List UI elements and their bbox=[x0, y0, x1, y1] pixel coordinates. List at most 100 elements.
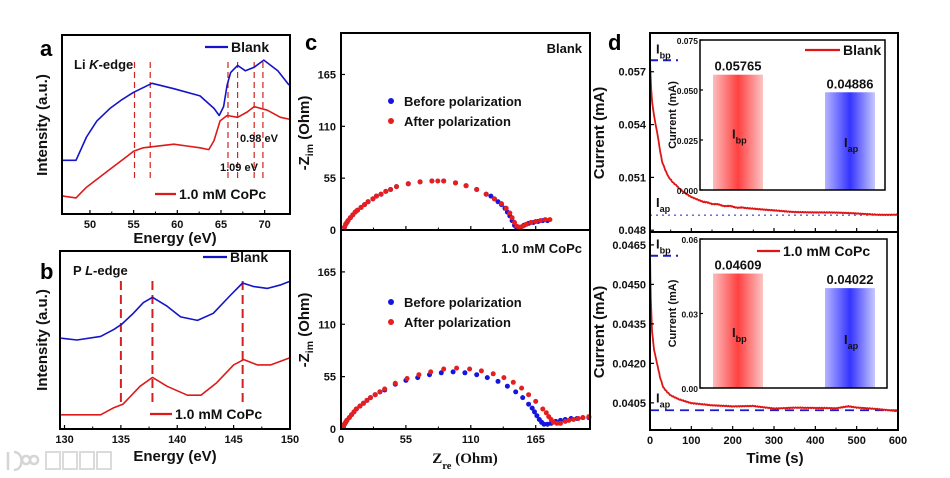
x-axis-title: Zre (Ohm) bbox=[432, 451, 497, 472]
x-tick-label: 140 bbox=[168, 434, 186, 446]
eis-point-after bbox=[429, 178, 435, 184]
eis-point-before bbox=[462, 370, 468, 376]
inset-y-axis-title: Current (mA) bbox=[667, 81, 679, 149]
eis-point-after bbox=[523, 221, 529, 227]
eis-point-after bbox=[372, 392, 378, 398]
bar-category-label-part: I bbox=[732, 126, 736, 141]
eis-point-after bbox=[510, 379, 516, 385]
bar-category-label-part: I bbox=[844, 135, 848, 150]
ibp-label-part: bp bbox=[660, 246, 672, 256]
bar-iap bbox=[825, 288, 875, 388]
legend-marker bbox=[388, 299, 394, 305]
eis-point-after bbox=[405, 181, 411, 187]
eis-point-after bbox=[435, 178, 441, 184]
y-tick-label: 0.06 bbox=[681, 235, 698, 245]
eis-point-after bbox=[571, 417, 576, 422]
eis-point-after bbox=[503, 205, 509, 211]
eis-point-after bbox=[519, 385, 525, 391]
eis-point-before bbox=[484, 375, 490, 381]
eis-point-after bbox=[491, 196, 497, 202]
eis-point-before bbox=[532, 409, 537, 415]
ibp-label-part: I bbox=[656, 237, 660, 252]
iap-label-part: ap bbox=[660, 204, 671, 214]
legend-label: After polarization bbox=[404, 114, 511, 129]
shift-annotation: 0.98 eV bbox=[240, 133, 279, 145]
x-tick-label: 55 bbox=[128, 219, 140, 231]
legend-marker bbox=[388, 98, 394, 104]
eis-point-after bbox=[365, 199, 371, 205]
bar-iap bbox=[825, 92, 875, 190]
y-axis-title: Intensity (a.u.) bbox=[34, 289, 51, 391]
legend-label: After polarization bbox=[404, 315, 511, 330]
eis-point-after bbox=[362, 202, 368, 208]
legend-blank: Blank bbox=[230, 249, 268, 265]
bar-value-label: 0.04886 bbox=[827, 76, 874, 91]
eis-point-after bbox=[441, 366, 447, 372]
y-axis-title-group: -Zim (Ohm) bbox=[296, 293, 316, 368]
panel-condition-label: Blank bbox=[547, 41, 583, 56]
x-tick-label: 130 bbox=[55, 434, 73, 446]
y-tick-label: 0 bbox=[330, 225, 336, 237]
eis-point-before bbox=[541, 421, 547, 427]
inset-y-axis-title-part: Current (mA) bbox=[667, 81, 679, 149]
edge-title-part: K bbox=[89, 57, 100, 72]
eis-point-after bbox=[353, 406, 359, 412]
edge-title-part: -edge bbox=[93, 263, 128, 278]
eis-point-after bbox=[417, 179, 423, 185]
y-tick-label: 110 bbox=[318, 121, 336, 133]
eis-point-after bbox=[512, 220, 517, 225]
y-axis-title-group: Current (mA) bbox=[591, 87, 608, 180]
bar-value-label: 0.04609 bbox=[715, 258, 762, 273]
eis-point-after bbox=[441, 178, 447, 184]
bar-category-label-part: ap bbox=[848, 341, 859, 351]
x-tick-label: 135 bbox=[112, 434, 130, 446]
bar-ibp bbox=[713, 273, 763, 388]
bar-value-label: 0.04022 bbox=[827, 272, 874, 287]
y-tick-label: 0.050 bbox=[677, 86, 699, 96]
eis-point-after bbox=[378, 191, 384, 197]
x-axis-title-part: Z bbox=[432, 451, 442, 467]
eis-point-after bbox=[416, 372, 422, 378]
y-tick-label: 0.0465 bbox=[612, 240, 646, 252]
plot-frame-a bbox=[61, 34, 291, 215]
eis-point-after bbox=[499, 201, 504, 207]
legend-blank: Blank bbox=[231, 39, 269, 55]
y-tick-label: 0.03 bbox=[681, 310, 698, 320]
y-axis-title-part: Intensity (a.u.) bbox=[34, 74, 51, 176]
bar-category-label: Ibp bbox=[732, 126, 747, 145]
bar-value-label: 0.05765 bbox=[715, 59, 762, 74]
bar-ibp bbox=[713, 74, 763, 190]
eis-point-after bbox=[364, 397, 370, 403]
y-tick-label: 0.025 bbox=[677, 136, 699, 146]
eis-point-before bbox=[526, 401, 532, 407]
eis-point-after bbox=[394, 184, 399, 190]
eis-point-after bbox=[526, 392, 532, 398]
x-axis-title: Energy (eV) bbox=[133, 230, 216, 247]
eis-point-before bbox=[488, 193, 494, 199]
eis-point-after bbox=[501, 375, 507, 381]
edge-title: P L-edge bbox=[73, 263, 128, 278]
watermark-icon bbox=[6, 450, 40, 472]
y-tick-label: 0.057 bbox=[618, 67, 646, 79]
eis-point-before bbox=[504, 383, 510, 389]
eis-point-after bbox=[373, 193, 379, 199]
eis-point-after bbox=[478, 368, 484, 374]
y-axis-title: -Zim (Ohm) bbox=[296, 96, 316, 171]
y-tick-label: 0.051 bbox=[618, 172, 646, 184]
x-tick-label: 0 bbox=[338, 434, 344, 446]
eis-point-before bbox=[529, 405, 535, 411]
eis-point-after bbox=[566, 417, 572, 423]
y-tick-label: 165 bbox=[318, 267, 336, 279]
y-axis-title-group: -Zim (Ohm) bbox=[296, 96, 316, 171]
y-axis-title: Current (mA) bbox=[591, 286, 608, 379]
spectrum-blank bbox=[61, 280, 291, 341]
eis-point-after bbox=[483, 191, 489, 197]
eis-point-after bbox=[382, 386, 388, 392]
spectrum-copc bbox=[61, 357, 291, 416]
y-tick-label: 0.0420 bbox=[612, 358, 646, 370]
y-axis-title-group: Intensity (a.u.) bbox=[34, 289, 51, 391]
y-axis-title-part: im bbox=[304, 341, 316, 353]
legend-copc: 1.0 mM CoPc bbox=[179, 186, 266, 202]
edge-title-part: P bbox=[73, 263, 85, 278]
